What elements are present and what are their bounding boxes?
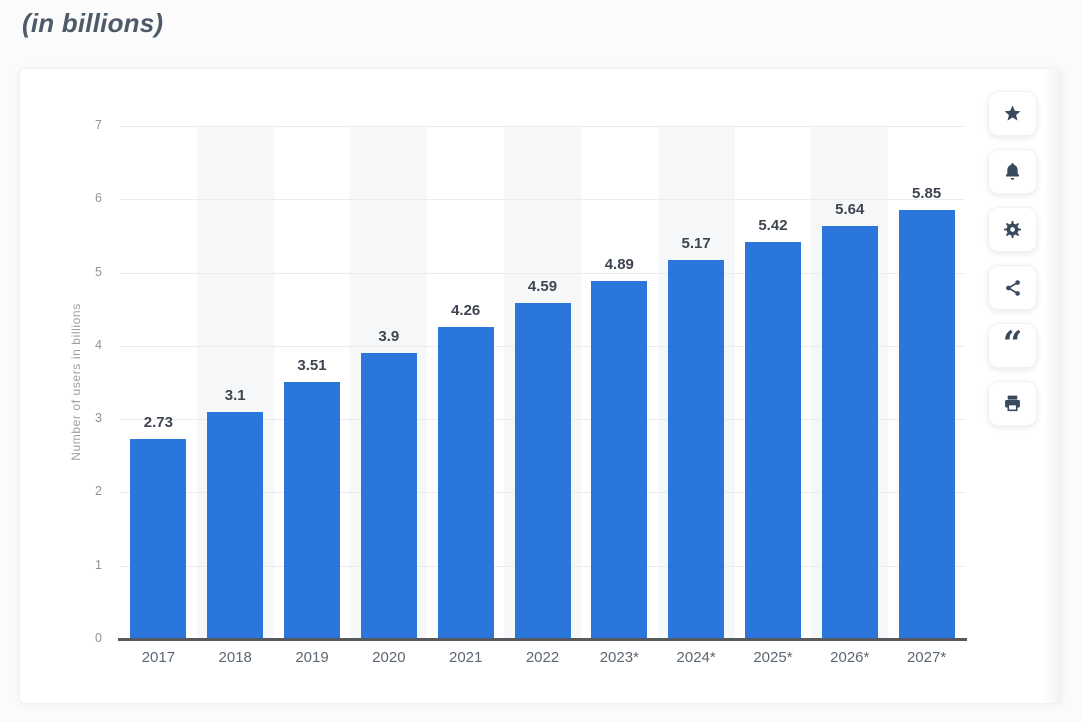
y-tick-label: 2 <box>95 484 102 499</box>
bar-2019[interactable] <box>284 381 341 639</box>
alerts-button[interactable] <box>988 149 1037 194</box>
y-tick-label: 0 <box>95 631 102 645</box>
page-title: (in billions) <box>22 8 164 38</box>
bar-value-label: 4.59 <box>527 277 558 295</box>
y-tick-label: 7 <box>95 118 102 132</box>
bar-2020[interactable] <box>360 353 417 639</box>
share-icon <box>1003 278 1023 298</box>
x-tick-label: 2020 <box>372 649 406 666</box>
settings-button[interactable] <box>988 207 1037 252</box>
y-tick-label: 4 <box>95 337 102 352</box>
x-tick-label: 2019 <box>295 649 329 666</box>
x-tick-label: 2022 <box>525 649 560 666</box>
y-axis-title: Number of users in billions <box>69 303 83 461</box>
x-tick-label: 2023* <box>599 649 639 666</box>
star-icon <box>1002 103 1023 124</box>
bar-value-label: 3.1 <box>224 386 246 404</box>
bar-2027*[interactable] <box>898 210 955 639</box>
bell-icon <box>1002 161 1023 182</box>
x-tick-label: 2021 <box>448 649 483 666</box>
print-button[interactable] <box>988 381 1037 426</box>
x-tick-label: 2018 <box>218 649 252 666</box>
x-tick-label: 2025* <box>753 649 793 666</box>
quote-icon: “ <box>1002 323 1023 364</box>
share-button[interactable] <box>988 265 1037 310</box>
bar-2021[interactable] <box>437 326 494 639</box>
bar-value-label: 3.9 <box>378 328 400 346</box>
x-tick-label: 2024* <box>676 649 716 666</box>
x-axis-line <box>118 637 967 641</box>
gear-icon <box>1002 219 1023 240</box>
y-tick-label: 1 <box>95 557 102 572</box>
bar-2025*[interactable] <box>744 241 801 639</box>
bar-value-label: 3.51 <box>297 356 327 374</box>
favorite-button[interactable] <box>988 91 1037 136</box>
y-tick-label: 3 <box>95 411 102 426</box>
x-tick-label: 2026* <box>830 649 870 666</box>
bar-value-label: 5.85 <box>911 185 942 203</box>
bar-2024*[interactable] <box>668 260 725 639</box>
bar-value-label: 5.17 <box>681 235 711 253</box>
bar-value-label: 5.64 <box>835 200 865 218</box>
bar-value-label: 5.42 <box>758 216 788 234</box>
bar-2017[interactable] <box>130 438 187 639</box>
bar-value-label: 4.89 <box>604 255 634 273</box>
bar-2026*[interactable] <box>821 225 878 639</box>
bar-value-label: 4.26 <box>451 301 481 319</box>
bar-2022[interactable] <box>514 302 571 639</box>
y-tick-label: 5 <box>95 264 102 279</box>
printer-icon <box>1002 393 1023 414</box>
y-tick-label: 6 <box>95 191 102 206</box>
gridline <box>120 272 965 274</box>
gridline <box>120 126 965 127</box>
bar-2023*[interactable] <box>591 280 648 639</box>
gridline <box>120 199 965 201</box>
citation-button[interactable]: “ <box>988 323 1037 368</box>
chart-card: Number of users in billions 0 1 2 3 4 5 6 7 2.73… <box>19 68 1062 704</box>
x-tick-label: 2027* <box>906 649 947 666</box>
x-tick-label: 2017 <box>141 649 176 666</box>
bar-chart: Number of users in billions 0 1 2 3 4 5 6 7 2.73… <box>20 69 1061 703</box>
bar-2018[interactable] <box>207 411 264 639</box>
chart-toolbar: “ <box>988 91 1037 426</box>
bar-value-label: 2.73 <box>143 413 173 431</box>
